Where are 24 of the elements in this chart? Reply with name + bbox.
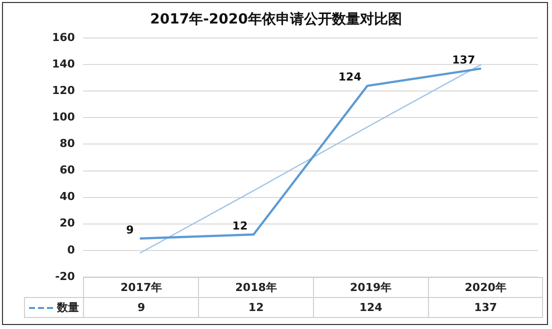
y-tick-label: 40 (60, 190, 76, 204)
y-tick-label: 160 (52, 30, 76, 44)
data-label: 124 (313, 298, 428, 318)
x-tick-label: 2019年 (313, 278, 428, 298)
data-label: 137 (428, 298, 543, 318)
y-tick-label: 100 (52, 110, 76, 124)
y-tick-label: -20 (55, 270, 76, 283)
x-tick-label: 2020年 (428, 278, 543, 298)
x-tick-label: 2018年 (198, 278, 314, 298)
x-tick-label: 2017年 (84, 278, 199, 298)
chart-title: 2017年-2020年依申请公开数量对比图 (150, 12, 402, 28)
text: 124 (338, 70, 362, 84)
legend-label: 数量 (24, 298, 84, 318)
y-tick-label: 120 (52, 84, 76, 97)
text: 137 (452, 53, 476, 66)
text: 9 (126, 223, 134, 236)
y-tick-label: 80 (60, 137, 76, 150)
y-tick-label: 60 (60, 164, 76, 177)
text: 12 (232, 219, 248, 232)
data-label: 9 (84, 298, 199, 318)
data-label: 12 (198, 298, 314, 318)
y-tick-label: 140 (52, 57, 76, 70)
y-tick-label: 0 (67, 243, 76, 256)
y-tick-label: 20 (60, 216, 76, 230)
